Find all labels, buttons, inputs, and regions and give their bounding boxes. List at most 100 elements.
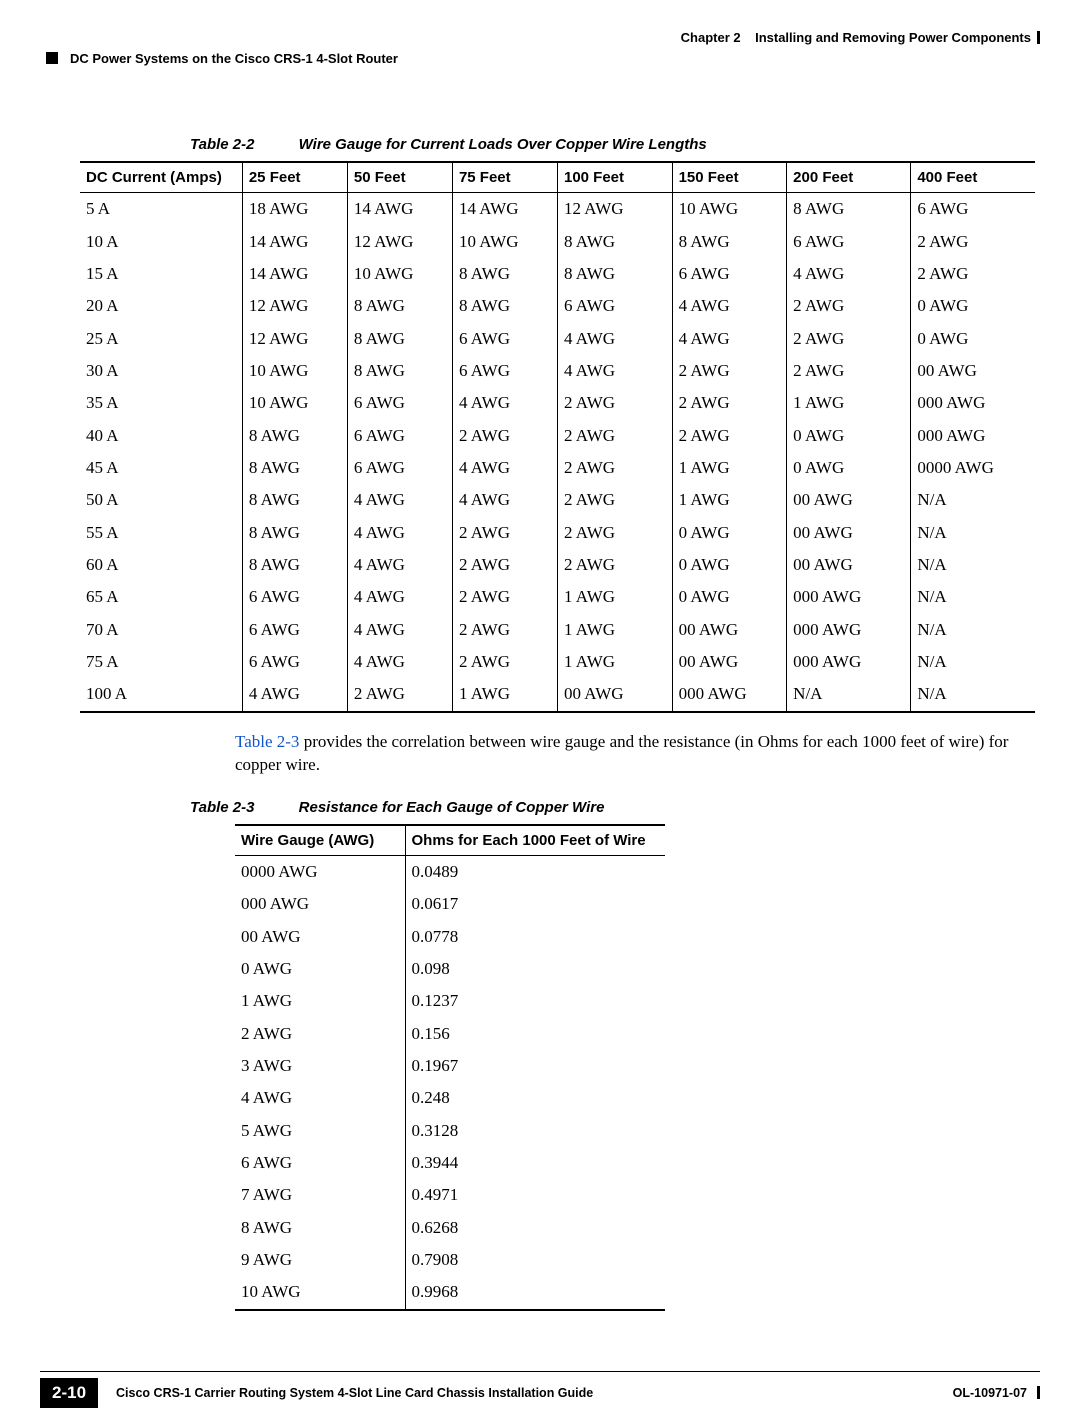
table-cell: 10 AWG xyxy=(235,1276,405,1309)
table-cell: 4 AWG xyxy=(347,646,452,678)
table-row: 5 AWG0.3128 xyxy=(235,1115,665,1147)
table-row: 60 A8 AWG4 AWG2 AWG2 AWG0 AWG00 AWGN/A xyxy=(80,549,1035,581)
table-cell: 1 AWG xyxy=(672,452,787,484)
table-cell: 2 AWG xyxy=(235,1018,405,1050)
table-cell: 12 AWG xyxy=(242,323,347,355)
table-cell: N/A xyxy=(911,484,1035,516)
table-cell: 14 AWG xyxy=(242,226,347,258)
table-cell: 18 AWG xyxy=(242,193,347,226)
table-cell: 0.1967 xyxy=(405,1050,665,1082)
table-cell: 6 AWG xyxy=(242,581,347,613)
table-cell: 14 AWG xyxy=(242,258,347,290)
table-cell: 2 AWG xyxy=(452,517,557,549)
table-cell: N/A xyxy=(911,581,1035,613)
table-cell: 14 AWG xyxy=(452,193,557,226)
table1-header-cell: DC Current (Amps) xyxy=(80,162,242,193)
table1-caption-label: Table 2-2 xyxy=(190,136,254,153)
table-cell: 10 AWG xyxy=(242,387,347,419)
table-cell: 4 AWG xyxy=(557,323,672,355)
table-row: 40 A8 AWG6 AWG2 AWG2 AWG2 AWG0 AWG000 AW… xyxy=(80,420,1035,452)
table1-header-cell: 150 Feet xyxy=(672,162,787,193)
table-cell: 2 AWG xyxy=(557,452,672,484)
page-number-badge: 2-10 xyxy=(40,1378,98,1408)
table-cell: 10 AWG xyxy=(672,193,787,226)
table-cell: 4 AWG xyxy=(452,387,557,419)
footer-right: OL-10971-07 xyxy=(953,1386,1040,1400)
table-cell: N/A xyxy=(911,678,1035,711)
table-cell: 14 AWG xyxy=(347,193,452,226)
table-cell: 4 AWG xyxy=(452,484,557,516)
table-cell: 0.6268 xyxy=(405,1212,665,1244)
table-cell: 00 AWG xyxy=(672,614,787,646)
table1-caption-text: Wire Gauge for Current Loads Over Copper… xyxy=(299,136,707,153)
table-row: 35 A10 AWG6 AWG4 AWG2 AWG2 AWG1 AWG000 A… xyxy=(80,387,1035,419)
table-row: 75 A6 AWG4 AWG2 AWG1 AWG00 AWG000 AWGN/A xyxy=(80,646,1035,678)
table1-header-cell: 50 Feet xyxy=(347,162,452,193)
table-cell: 40 A xyxy=(80,420,242,452)
table-cell: 1 AWG xyxy=(557,646,672,678)
table-row: 5 A18 AWG14 AWG14 AWG12 AWG10 AWG8 AWG6 … xyxy=(80,193,1035,226)
table-cell: 20 A xyxy=(80,290,242,322)
table-cell: 35 A xyxy=(80,387,242,419)
table-cell: 5 A xyxy=(80,193,242,226)
table-cell: 6 AWG xyxy=(347,420,452,452)
table-cell: 50 A xyxy=(80,484,242,516)
table-row: 4 AWG0.248 xyxy=(235,1082,665,1114)
table-row: 65 A6 AWG4 AWG2 AWG1 AWG0 AWG000 AWGN/A xyxy=(80,581,1035,613)
table-cell: 0 AWG xyxy=(672,517,787,549)
section-title: DC Power Systems on the Cisco CRS-1 4-Sl… xyxy=(70,51,398,66)
table-cell: 8 AWG xyxy=(557,226,672,258)
wire-gauge-table: DC Current (Amps)25 Feet50 Feet75 Feet10… xyxy=(80,161,1035,713)
intertable-paragraph: Table 2-3 provides the correlation betwe… xyxy=(235,731,1010,777)
table-row: 25 A12 AWG8 AWG6 AWG4 AWG4 AWG2 AWG0 AWG xyxy=(80,323,1035,355)
table-cell: 1 AWG xyxy=(557,614,672,646)
table-cell: 10 AWG xyxy=(242,355,347,387)
table1-header-cell: 100 Feet xyxy=(557,162,672,193)
table-row: 6 AWG0.3944 xyxy=(235,1147,665,1179)
table-cell: 6 AWG xyxy=(557,290,672,322)
table-cell: 4 AWG xyxy=(347,614,452,646)
table-cell: 100 A xyxy=(80,678,242,711)
table-row: 000 AWG0.0617 xyxy=(235,888,665,920)
table2-reference-link[interactable]: Table 2-3 xyxy=(235,732,299,751)
table-row: 2 AWG0.156 xyxy=(235,1018,665,1050)
table2-caption-text: Resistance for Each Gauge of Copper Wire xyxy=(299,799,605,816)
table-cell: 0.0617 xyxy=(405,888,665,920)
table-cell: 65 A xyxy=(80,581,242,613)
table-cell: 6 AWG xyxy=(347,452,452,484)
table-cell: 0 AWG xyxy=(787,452,911,484)
table-cell: 6 AWG xyxy=(672,258,787,290)
table-cell: 2 AWG xyxy=(452,420,557,452)
table-cell: 0.3128 xyxy=(405,1115,665,1147)
table-cell: 8 AWG xyxy=(242,484,347,516)
table-cell: 0 AWG xyxy=(911,323,1035,355)
table-cell: 2 AWG xyxy=(557,420,672,452)
document-page: Chapter 2 Installing and Removing Power … xyxy=(0,0,1080,1428)
table-cell: 4 AWG xyxy=(347,581,452,613)
chapter-title: Installing and Removing Power Components xyxy=(755,30,1031,45)
table-row: 100 A4 AWG2 AWG1 AWG00 AWG000 AWGN/AN/A xyxy=(80,678,1035,711)
table-cell: 30 A xyxy=(80,355,242,387)
table-row: 30 A10 AWG8 AWG6 AWG4 AWG2 AWG2 AWG00 AW… xyxy=(80,355,1035,387)
table-row: 3 AWG0.1967 xyxy=(235,1050,665,1082)
table2-caption-label: Table 2-3 xyxy=(190,799,254,816)
table-cell: 10 AWG xyxy=(347,258,452,290)
table-cell: 0 AWG xyxy=(672,549,787,581)
table-cell: 3 AWG xyxy=(235,1050,405,1082)
table-cell: 6 AWG xyxy=(787,226,911,258)
table-cell: 000 AWG xyxy=(911,387,1035,419)
table-cell: 15 A xyxy=(80,258,242,290)
table-cell: 8 AWG xyxy=(242,452,347,484)
table-cell: 0 AWG xyxy=(911,290,1035,322)
table-cell: 12 AWG xyxy=(557,193,672,226)
table-cell: N/A xyxy=(911,517,1035,549)
table-cell: 2 AWG xyxy=(557,387,672,419)
table-cell: 8 AWG xyxy=(242,517,347,549)
table-cell: N/A xyxy=(911,646,1035,678)
table-cell: 2 AWG xyxy=(672,387,787,419)
table-row: 15 A14 AWG10 AWG8 AWG8 AWG6 AWG4 AWG2 AW… xyxy=(80,258,1035,290)
table-cell: N/A xyxy=(787,678,911,711)
table-cell: 1 AWG xyxy=(235,985,405,1017)
footer-doc-id: OL-10971-07 xyxy=(953,1386,1027,1400)
table-cell: 6 AWG xyxy=(347,387,452,419)
